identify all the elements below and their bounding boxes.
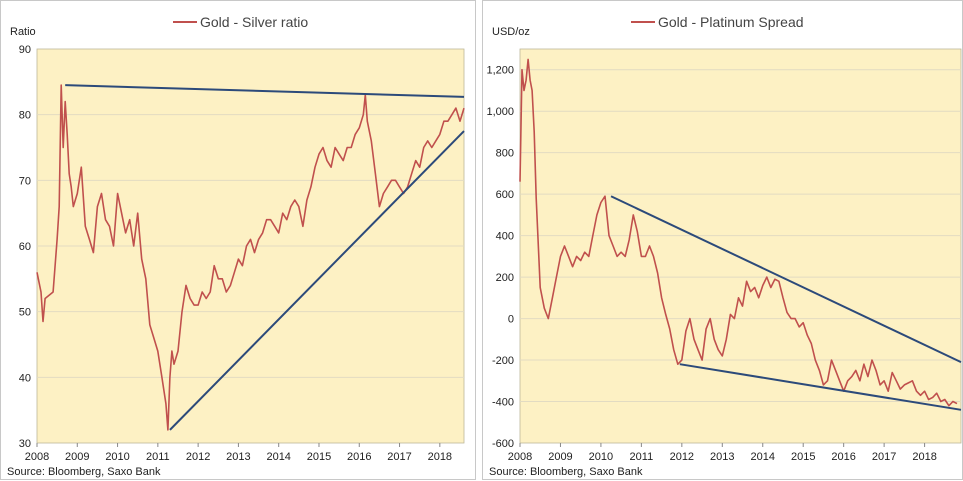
series-group [519, 58, 958, 407]
y-tick-label: 600 [496, 189, 514, 201]
x-tick-label: 2010 [589, 451, 613, 463]
chart-title: Gold - Silver ratio [200, 14, 308, 30]
trend-lines [610, 195, 962, 411]
plot-area [519, 48, 962, 444]
trend-line [679, 363, 962, 411]
x-tick-label: 2010 [105, 451, 129, 463]
series-line [36, 84, 465, 431]
y-tick-label: 200 [496, 272, 514, 284]
y-tick-label: 80 [19, 110, 31, 122]
trend-lines [65, 84, 465, 431]
gold-platinum-spread-svg: -600 -400 -200 0 200 400 600 800 1,000 1,200 2008… [486, 14, 962, 478]
grid-lines [520, 69, 961, 403]
trend-line [169, 130, 465, 431]
trend-line [65, 84, 465, 98]
gold-platinum-spread-chart: -600 -400 -200 0 200 400 600 800 1,000 1,200 2008… [482, 0, 963, 480]
y-tick-label: -600 [492, 438, 514, 450]
y-axis-label: Ratio [10, 26, 36, 38]
x-tick-label: 2011 [630, 451, 654, 463]
y-tick-label: 50 [19, 307, 31, 319]
x-tick-label: 2018 [912, 451, 936, 463]
x-tick-label: 2017 [387, 451, 411, 463]
y-tick-label: 1,000 [486, 106, 514, 118]
source-note: Source: Bloomberg, Saxo Bank [7, 466, 161, 478]
x-tick-label: 2009 [65, 451, 89, 463]
y-tick-label: 90 [19, 44, 31, 56]
y-axis-ticks: -600 -400 -200 0 200 400 600 800 1,000 1,200 [486, 65, 514, 450]
gold-silver-ratio-chart: 30 40 50 60 70 80 90 2008 2009 2010 2011 2012 2013 2… [0, 0, 476, 480]
x-tick-label: 2014 [266, 451, 290, 463]
y-tick-label: -200 [492, 355, 514, 367]
y-axis-label: USD/oz [492, 26, 530, 38]
grid-lines [37, 114, 464, 378]
x-tick-label: 2011 [146, 451, 170, 463]
x-axis-ticks: 2008 2009 2010 2011 2012 2013 2014 2015 2016 2017… [25, 443, 452, 463]
y-tick-label: 70 [19, 175, 31, 187]
legend: Gold - Silver ratio [173, 14, 308, 30]
x-tick-label: 2013 [226, 451, 250, 463]
y-tick-label: 0 [508, 314, 514, 326]
x-tick-label: 2014 [751, 451, 775, 463]
source-note: Source: Bloomberg, Saxo Bank [489, 466, 643, 478]
x-tick-label: 2016 [831, 451, 855, 463]
y-tick-label: -400 [492, 397, 514, 409]
x-tick-label: 2016 [347, 451, 371, 463]
y-tick-label: 40 [19, 372, 31, 384]
series-line [519, 58, 958, 407]
x-tick-label: 2015 [791, 451, 815, 463]
x-tick-label: 2017 [872, 451, 896, 463]
x-tick-label: 2008 [508, 451, 532, 463]
x-tick-label: 2009 [548, 451, 572, 463]
y-tick-label: 400 [496, 231, 514, 243]
x-tick-label: 2013 [710, 451, 734, 463]
series-group [36, 84, 465, 431]
x-tick-label: 2015 [307, 451, 331, 463]
y-tick-label: 800 [496, 148, 514, 160]
y-axis-ticks: 30 40 50 60 70 80 90 [19, 44, 31, 450]
x-tick-label: 2012 [670, 451, 694, 463]
y-tick-label: 30 [19, 438, 31, 450]
y-tick-label: 60 [19, 241, 31, 253]
legend: Gold - Platinum Spread [631, 14, 804, 30]
chart-title: Gold - Platinum Spread [658, 14, 804, 30]
x-tick-label: 2018 [428, 451, 452, 463]
y-tick-label: 1,200 [486, 65, 514, 77]
x-tick-label: 2012 [186, 451, 210, 463]
x-axis-ticks: 2008 2009 2010 2011 2012 2013 2014 2015 2016 2017… [508, 443, 937, 463]
trend-line [610, 195, 962, 364]
x-tick-label: 2008 [25, 451, 49, 463]
